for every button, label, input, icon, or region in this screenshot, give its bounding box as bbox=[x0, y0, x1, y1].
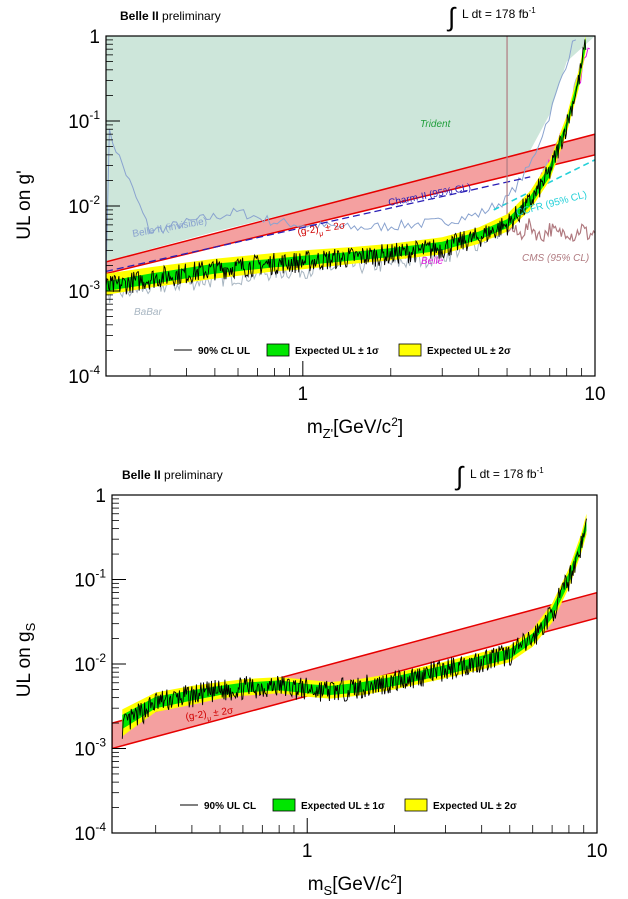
top-ccfr-95-cl-curve bbox=[493, 159, 595, 211]
bottom-y-tick-label: 10-4 bbox=[74, 820, 106, 845]
top-charm-ii-95-cl-curve bbox=[106, 176, 531, 273]
svg-text:L dt = 178 fb-1: L dt = 178 fb-1 bbox=[462, 6, 536, 21]
bottom-legend: 90% UL CL Expected UL ± 1σ Expected UL ± 2… bbox=[180, 798, 517, 812]
top-legend-observed-label: 90% CL UL bbox=[198, 346, 250, 357]
top-legend-1sigma-label: Expected UL ± 1σ bbox=[295, 346, 379, 357]
bottom-panel: (g-2)μ ± 2σ 90% UL CL Expected UL ± 1σ Expe… bbox=[14, 461, 608, 898]
top-clipped-content bbox=[106, 36, 595, 303]
bottom-y-tick-label: 10-1 bbox=[74, 567, 106, 592]
top-x-axis-title: mZ'[GeV/c2] bbox=[307, 415, 403, 441]
svg-text:L dt = 178 fb-1: L dt = 178 fb-1 bbox=[470, 466, 544, 481]
top-babar-label: BaBar bbox=[134, 307, 162, 318]
top-x-tick-label: 1 bbox=[298, 384, 309, 405]
bottom-x-tick-label: 1 bbox=[302, 841, 313, 862]
top-expected-2sigma-band bbox=[106, 36, 586, 295]
bottom-x-axis-title: mS[GeV/c2] bbox=[308, 872, 403, 898]
bottom-plot-frame: 10-4 10-3 10-2 10-1 1 1 10 bbox=[74, 486, 607, 862]
bottom-expected-2sigma-band bbox=[122, 513, 587, 737]
top-y-tick-label: 1 bbox=[89, 27, 100, 48]
top-y-tick-label: 10-3 bbox=[68, 278, 100, 303]
top-legend-1sigma-swatch bbox=[266, 343, 290, 357]
top-g2-band bbox=[106, 133, 595, 275]
top-luminosity-label: ∫ L dt = 178 fb-1 bbox=[446, 2, 536, 32]
top-observed-ul-curve bbox=[106, 39, 587, 295]
bottom-legend-2sigma-label: Expected UL ± 2σ bbox=[433, 801, 517, 812]
top-legend-2sigma-swatch bbox=[398, 343, 422, 357]
bottom-y-tick-label: 10-2 bbox=[74, 651, 106, 676]
top-y-tick-label: 10-4 bbox=[68, 363, 100, 388]
bottom-legend-2sigma-swatch bbox=[404, 798, 428, 812]
top-cms-95-cl-curve bbox=[506, 218, 595, 242]
bottom-legend-1sigma-swatch bbox=[272, 798, 296, 812]
top-y-tick-label: 10-2 bbox=[68, 193, 100, 218]
bottom-integral-sign: ∫ bbox=[454, 461, 465, 491]
top-trident-label: Trident bbox=[420, 119, 452, 130]
bottom-clipped-content bbox=[112, 513, 597, 750]
bottom-y-axis-title: UL on gS bbox=[14, 622, 38, 697]
bottom-g2-label: (g-2)μ ± 2σ bbox=[185, 705, 235, 726]
top-x-tick-label: 10 bbox=[584, 384, 605, 405]
top-integral-sign: ∫ bbox=[446, 2, 457, 32]
top-experiment-label: Belle II preliminary bbox=[120, 9, 221, 23]
bottom-curve-labels: (g-2)μ ± 2σ bbox=[185, 705, 235, 726]
bottom-plot-area: (g-2)μ ± 2σ 90% UL CL Expected UL ± 1σ Expe… bbox=[112, 513, 597, 812]
top-belle-ii-invisible-curve bbox=[106, 39, 577, 277]
bottom-observed-ul-curve bbox=[121, 518, 587, 739]
bottom-legend-observed-label: 90% UL CL bbox=[204, 801, 256, 812]
top-y-axis-title: UL on g' bbox=[14, 170, 35, 239]
bottom-y-tick-label: 10-3 bbox=[74, 736, 106, 761]
bottom-y-tick-label: 1 bbox=[95, 486, 106, 507]
top-cms-label: CMS (95% CL) bbox=[522, 253, 589, 264]
bottom-luminosity-label: ∫ L dt = 178 fb-1 bbox=[454, 461, 544, 491]
bottom-x-tick-label: 10 bbox=[586, 841, 607, 862]
top-trident-region bbox=[106, 36, 595, 262]
bottom-expected-1sigma-band bbox=[122, 519, 587, 729]
bottom-experiment-label: Belle II preliminary bbox=[122, 468, 223, 482]
top-legend-2sigma-label: Expected UL ± 2σ bbox=[427, 346, 511, 357]
top-g2-label: (g-2)μ ± 2σ bbox=[297, 220, 347, 241]
top-y-tick-label: 10-1 bbox=[68, 108, 100, 133]
top-belle-label: Belle bbox=[421, 256, 444, 267]
top-legend: 90% CL UL Expected UL ± 1σ Expected UL ± 2… bbox=[174, 343, 511, 357]
top-plot-frame: 10-4 10-3 10-2 10-1 1 1 10 bbox=[68, 27, 605, 405]
bottom-g2-band bbox=[112, 591, 597, 750]
bottom-legend-1sigma-label: Expected UL ± 1σ bbox=[301, 801, 385, 812]
